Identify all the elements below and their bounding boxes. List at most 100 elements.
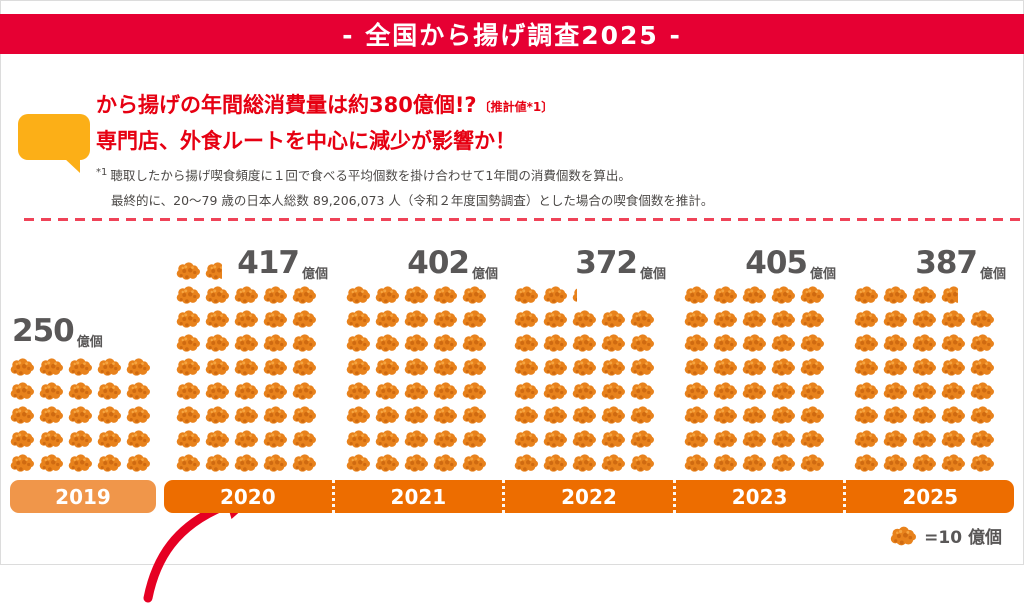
karaage-icon [433,333,457,353]
karaage-icon [883,405,907,425]
year-label-2025: 2025 [843,480,1014,513]
footnote-line1: *1 聴取したから揚げ喫食頻度に１回で食べる平均個数を掛け合わせて1年間の消費個数… [96,167,631,184]
karaage-icon [941,405,965,425]
headline-line1: から揚げの年間総消費量は約380億個!? 〔推計値*1〕 [96,93,553,117]
icon-row [854,355,994,379]
icon-row [10,451,150,475]
karaage-icon [854,357,878,377]
value-unit: 億個 [76,335,103,350]
icon-stack [684,283,824,475]
karaage-icon [601,381,625,401]
karaage-icon [292,285,316,305]
karaage-icon [684,405,708,425]
karaage-icon [912,357,936,377]
karaage-icon [10,381,34,401]
karaage-icon [462,357,486,377]
karaage-icon [462,405,486,425]
karaage-icon [684,453,708,473]
karaage-icon [601,405,625,425]
karaage-icon [126,429,150,449]
karaage-icon [630,381,654,401]
icon-row [176,259,316,283]
karaage-icon [68,357,92,377]
karaage-icon [941,333,965,353]
karaage-icon [68,381,92,401]
value-number: 387 [915,245,978,281]
icon-row [176,427,316,451]
karaage-icon [433,429,457,449]
value-number: 402 [407,245,470,281]
karaage-icon [292,309,316,329]
karaage-icon [205,381,229,401]
karaage-icon [684,429,708,449]
karaage-icon [39,405,63,425]
chart-legend: =10 億個 [890,523,1002,548]
karaage-icon [630,333,654,353]
icon-stack [176,259,316,475]
icon-row [684,331,824,355]
karaage-icon [97,453,121,473]
karaage-icon [404,285,428,305]
karaage-icon [912,453,936,473]
karaage-icon [854,429,878,449]
karaage-icon [462,429,486,449]
karaage-icon [292,429,316,449]
karaage-icon [601,429,625,449]
icon-row [514,283,654,307]
karaage-icon [404,357,428,377]
icon-stack [854,283,994,475]
karaage-icon [176,333,200,353]
karaage-icon [263,285,287,305]
karaage-icon [941,381,965,401]
karaage-icon [854,405,878,425]
karaage-icon [713,333,737,353]
partial-karaage-icon [572,285,577,305]
karaage-icon [970,381,994,401]
karaage-icon [601,453,625,473]
karaage-icon [854,381,878,401]
karaage-icon [941,357,965,377]
year-band-2019: 2019 [10,480,156,513]
karaage-icon [572,405,596,425]
karaage-icon [375,357,399,377]
karaage-icon [514,453,538,473]
icon-row [854,403,994,427]
karaage-icon [263,453,287,473]
icon-row [854,283,994,307]
karaage-icon [375,309,399,329]
karaage-icon [514,333,538,353]
icon-row [514,307,654,331]
karaage-icon [39,357,63,377]
footnote-line2: 最終的に、20〜79 歳の日本人総数 89,206,073 人（令和２年度国勢調… [111,192,714,208]
karaage-icon [684,309,708,329]
karaage-icon [543,381,567,401]
karaage-icon [630,405,654,425]
karaage-icon [514,357,538,377]
karaage-icon [433,381,457,401]
karaage-icon [404,309,428,329]
karaage-icon [10,357,34,377]
karaage-icon [941,309,965,329]
karaage-icon [742,357,766,377]
karaage-icon [543,309,567,329]
icon-row [346,403,486,427]
icon-row [854,307,994,331]
karaage-icon [126,405,150,425]
chart-column-2019: 250 億個 [10,240,162,514]
icon-row [176,331,316,355]
icon-row [684,283,824,307]
karaage-icon [684,333,708,353]
karaage-icon [433,357,457,377]
karaage-icon [713,405,737,425]
karaage-icon [742,285,766,305]
karaage-icon [800,285,824,305]
partial-karaage-icon [205,261,222,281]
icon-row [684,355,824,379]
karaage-icon [234,381,258,401]
karaage-icon [572,429,596,449]
karaage-icon [854,453,878,473]
karaage-icon [771,429,795,449]
karaage-icon [883,357,907,377]
karaage-icon [630,453,654,473]
chart-column-2022: 372 億個 [514,240,666,514]
